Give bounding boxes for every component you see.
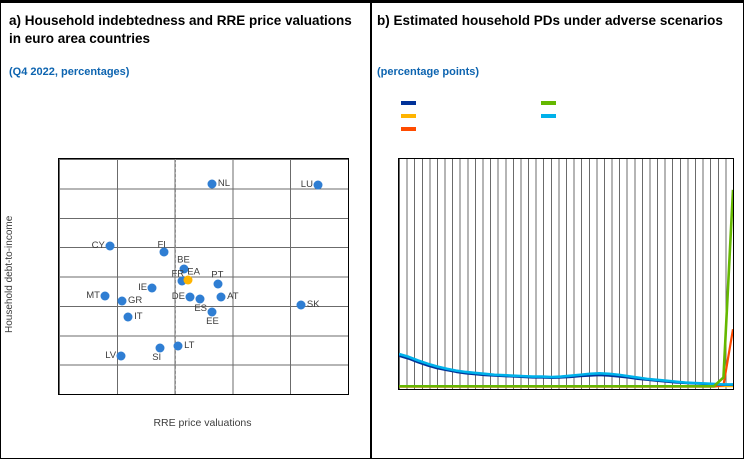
x-axis-label: RRE price valuations (153, 417, 252, 429)
chart-legend (401, 101, 621, 137)
zero-reference-line (174, 159, 176, 394)
scatter-point-label-FI: FI (157, 239, 166, 251)
scatter-point-label-NL: NL (217, 177, 231, 189)
scatter-point-DE (185, 292, 195, 302)
scatter-point-CY (105, 241, 115, 251)
scatter-point-EA (183, 275, 193, 285)
scatter-point-label-EA: EA (187, 266, 200, 278)
scatter-point-LT (173, 341, 183, 351)
scatter-point-label-CY: CY (91, 239, 105, 251)
scatter-point-label-FR: FR (171, 268, 185, 280)
line-chart (398, 158, 734, 390)
scatter-point-MT (100, 291, 110, 301)
scatter-point-label-PT: PT (211, 269, 224, 281)
line-chart-svg (399, 159, 733, 389)
panel-b-subtitle: (percentage points) (377, 66, 480, 78)
scatter-point-BE (179, 264, 189, 274)
panel-b-title: b) Estimated household PDs under adverse… (377, 13, 723, 28)
line-series-light-blue (399, 354, 733, 384)
scatter-point-LV (116, 351, 126, 361)
scatter-point-AT (216, 292, 226, 302)
scatter-point-label-BE: BE (177, 254, 190, 266)
scatter-point-label-MT: MT (86, 289, 100, 301)
scatter-point-label-EE: EE (206, 315, 219, 327)
scatter-point-label-SI: SI (152, 351, 162, 363)
scatter-point-label-DE: DE (171, 290, 185, 302)
scatter-point-GR (117, 296, 127, 306)
scatter-point-IT (123, 312, 133, 322)
scatter-point-PT (213, 279, 223, 289)
panel-a-subtitle: (Q4 2022, percentages) (9, 66, 130, 78)
panel-divider (370, 3, 372, 458)
scatter-point-LU (313, 180, 323, 190)
scatter-point-FR (177, 276, 187, 286)
scatter-point-NL (207, 179, 217, 189)
scatter-point-EE (207, 307, 217, 317)
scatter-point-SI (155, 343, 165, 353)
line-series-green (399, 190, 733, 386)
legend-swatch-green (541, 101, 556, 105)
scatter-point-label-IT: IT (134, 310, 143, 322)
scatter-point-IE (147, 283, 157, 293)
legend-swatch-orange-red (401, 127, 416, 131)
scatter-point-label-GR: GR (128, 294, 143, 306)
scatter-point-label-AT: AT (227, 290, 239, 302)
scatter-point-label-LV: LV (105, 349, 117, 361)
scatter-point-FI (159, 247, 169, 257)
scatter-point-label-SK: SK (306, 298, 320, 310)
scatter-point-label-ES: ES (194, 302, 208, 314)
scatter-point-label-LT: LT (184, 339, 195, 351)
scatter-point-SK (296, 300, 306, 310)
scatter-plot: NL LU CY FI BE FR EA PT IE MT DE ES AT GR IT SK EE LT SI LV (58, 158, 349, 395)
scatter-point-ES (195, 294, 205, 304)
y-axis-label: Household debt-to-income (4, 215, 15, 334)
legend-swatch-yellow (401, 114, 416, 118)
panel-a-title: a) Household indebtedness and RRE price … (9, 13, 352, 47)
scatter-point-label-IE: IE (138, 281, 148, 293)
legend-swatch-dark-blue (401, 101, 416, 105)
scatter-point-label-LU: LU (300, 178, 313, 190)
legend-swatch-light-blue (541, 114, 556, 118)
